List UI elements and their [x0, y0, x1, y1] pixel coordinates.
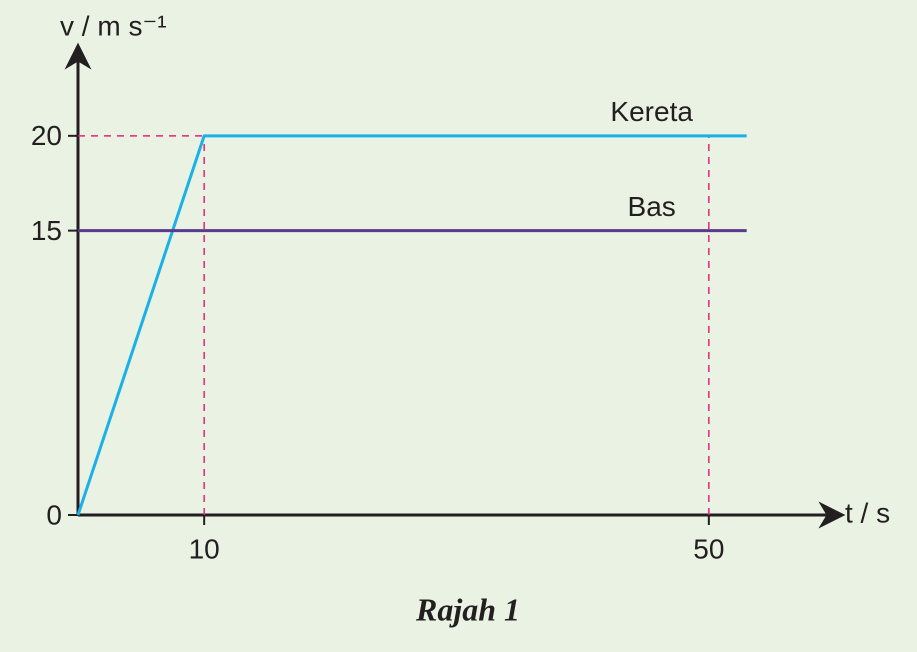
- y-tick-label: 15: [31, 215, 62, 246]
- x-axis-label: t / s: [845, 497, 890, 528]
- series-line: [76, 134, 747, 516]
- series-label: Bas: [628, 191, 676, 222]
- series-label: Kereta: [610, 96, 693, 127]
- y-tick-label: 0: [46, 499, 62, 530]
- y-axis-label: v / m s⁻¹: [60, 10, 167, 41]
- chart-title: Rajah 1: [415, 591, 520, 627]
- x-tick-label: 10: [189, 533, 220, 564]
- x-tick-label: 50: [693, 533, 724, 564]
- y-tick-label: 20: [31, 120, 62, 151]
